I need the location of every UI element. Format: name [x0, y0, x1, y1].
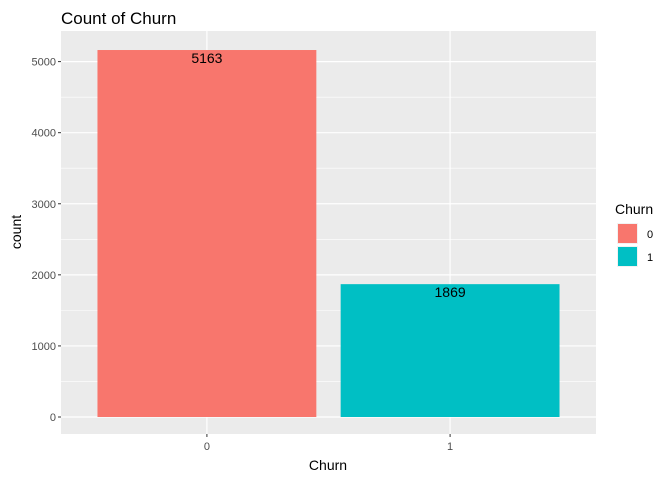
chart-title: Count of Churn	[61, 9, 176, 28]
legend: Churn 0 1	[615, 201, 653, 267]
y-tick-label: 4000	[32, 128, 56, 140]
data-labels: 5163 1869	[191, 50, 466, 300]
legend-label: 1	[647, 252, 653, 264]
legend-key	[618, 247, 637, 266]
y-tick-label: 3000	[32, 199, 56, 211]
y-tick-label: 5000	[32, 57, 56, 69]
legend-title: Churn	[615, 201, 653, 217]
x-tick-label: 1	[447, 441, 453, 453]
legend-key	[618, 224, 637, 243]
legend-label: 0	[647, 229, 653, 241]
bar-churn-0	[97, 50, 317, 417]
y-tick-label: 2000	[32, 270, 56, 282]
data-label: 5163	[191, 50, 222, 66]
y-axis: 0 1000 2000 3000 4000 5000	[32, 57, 61, 424]
y-tick-label: 1000	[32, 341, 56, 353]
bar-churn-1	[340, 284, 560, 417]
y-axis-title: count	[8, 215, 24, 249]
bars	[97, 50, 560, 417]
x-axis-title: Churn	[309, 457, 347, 473]
y-tick-label: 0	[50, 412, 56, 424]
data-label: 1869	[435, 284, 466, 300]
x-tick-label: 0	[204, 441, 210, 453]
